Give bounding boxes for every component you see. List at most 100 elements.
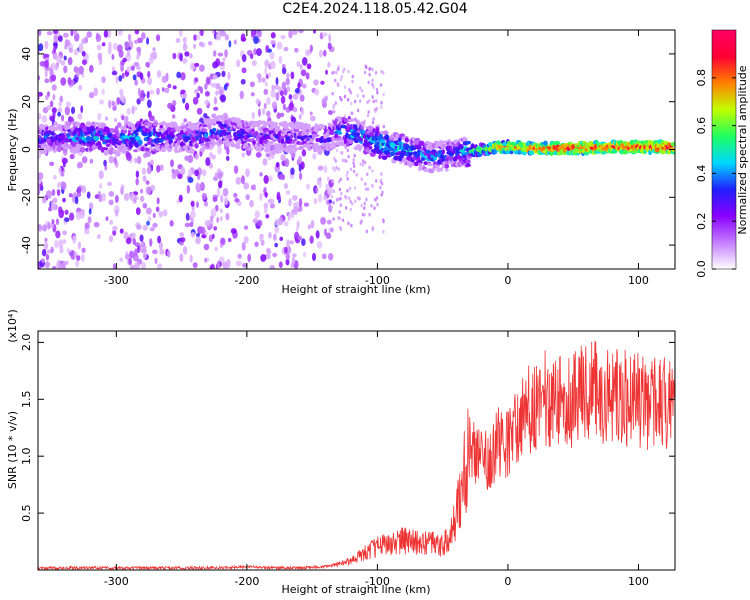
heatmap-cell <box>53 174 57 180</box>
colorbar-label: Normalized spectral amplitude <box>736 65 749 234</box>
heatmap-cell <box>371 226 375 230</box>
heatmap-cell <box>111 70 118 76</box>
heatmap-cell <box>156 164 161 173</box>
heatmap-cell <box>327 110 334 116</box>
heatmap-cell <box>337 179 341 184</box>
heatmap-cell <box>156 263 163 269</box>
heatmap-cell <box>237 253 242 259</box>
heatmap-cell <box>187 169 193 178</box>
heatmap-cell <box>360 203 363 208</box>
heatmap-cell <box>172 99 177 107</box>
heatmap-cell <box>76 191 82 198</box>
heatmap-cell <box>344 206 348 210</box>
heatmap-cell <box>276 191 281 200</box>
heatmap-cell <box>464 140 472 145</box>
heatmap-cell <box>457 143 464 150</box>
heatmap-cell <box>195 201 200 208</box>
heatmap-cell <box>154 257 158 265</box>
heatmap-cell <box>58 101 62 107</box>
heatmap-cell <box>170 159 174 168</box>
heatmap-cell <box>135 170 140 179</box>
heatmap-cell <box>212 196 218 202</box>
heatmap-cell <box>207 123 212 130</box>
heatmap-cell <box>146 99 152 109</box>
heatmap-cell <box>195 236 201 245</box>
heatmap-cell <box>192 96 199 105</box>
heatmap-cell <box>199 150 203 157</box>
heatmap-cell <box>379 178 383 182</box>
heatmap-cell <box>350 223 353 228</box>
heatmap-cell <box>103 159 107 167</box>
heatmap-cell <box>144 128 150 132</box>
heatmap-cell <box>368 165 371 170</box>
heatmap-cell <box>95 34 102 43</box>
heatmap-cell <box>438 167 444 172</box>
heatmap-cell <box>226 134 233 139</box>
heatmap-cell <box>194 143 199 149</box>
heatmap-cell <box>128 143 133 149</box>
heatmap-cell <box>76 186 82 193</box>
heatmap-cell <box>113 156 117 165</box>
heatmap-cell <box>297 82 301 89</box>
heatmap-cell <box>185 136 191 141</box>
heatmap-cell <box>378 154 382 160</box>
heatmap-cell <box>38 186 41 196</box>
heatmap-cell <box>210 137 216 144</box>
heatmap-cell <box>189 254 193 263</box>
heatmap-cell <box>187 154 194 163</box>
heatmap-cell <box>228 40 232 48</box>
heatmap-cell <box>97 52 103 60</box>
heatmap-cell <box>283 182 288 189</box>
heatmap-cell <box>177 173 183 179</box>
heatmap-cell <box>361 162 365 167</box>
heatmap-cell <box>112 106 117 111</box>
heatmap-cell <box>56 189 61 197</box>
heatmap-cell <box>73 66 79 73</box>
heatmap-cell <box>290 71 295 80</box>
heatmap-cell <box>348 87 351 92</box>
heatmap-cell <box>290 210 295 219</box>
heatmap-cell <box>217 172 223 180</box>
heatmap-cell <box>133 149 138 153</box>
heatmap-cell <box>142 251 147 260</box>
heatmap-cell <box>124 41 130 50</box>
heatmap-cell <box>362 94 365 98</box>
heatmap-cell <box>382 219 385 224</box>
heatmap-cell <box>554 140 561 146</box>
heatmap-cell <box>42 224 48 232</box>
heatmap-cell <box>321 98 327 105</box>
heatmap-cell <box>361 212 365 217</box>
heatmap-cell <box>245 168 250 178</box>
heatmap-cell <box>233 165 239 174</box>
heatmap-cell <box>146 220 150 226</box>
heatmap-cell <box>62 239 67 245</box>
heatmap-cell <box>276 112 281 119</box>
heatmap-cell <box>126 152 132 162</box>
heatmap-cell <box>88 64 94 73</box>
snr-panel: -300 -200 -100 0 100 0.5 1.0 1.5 2.0 Height of … <box>6 309 676 596</box>
heatmap-cell <box>273 233 277 241</box>
heatmap-cell <box>75 148 80 154</box>
heatmap-cell <box>332 103 336 108</box>
heatmap-cell <box>292 93 299 100</box>
heatmap-cell <box>76 255 81 261</box>
heatmap-cell <box>51 84 57 91</box>
heatmap-cell <box>81 247 86 253</box>
heatmap-cell <box>108 155 114 164</box>
heatmap-cell <box>166 249 171 258</box>
heatmap-cell <box>279 112 285 118</box>
heatmap-cell <box>64 217 70 223</box>
heatmap-cell <box>171 172 177 180</box>
heatmap-cell <box>353 99 357 104</box>
heatmap-cell <box>184 51 190 57</box>
heatmap-cell <box>195 182 200 191</box>
heatmap-cell <box>43 53 50 58</box>
y-tick-label: 20 <box>20 95 33 109</box>
heatmap-cell <box>173 122 178 128</box>
heatmap-cell <box>368 132 375 137</box>
heatmap-cell <box>251 60 257 67</box>
heatmap-cell <box>402 156 407 163</box>
heatmap-cell <box>81 156 88 164</box>
heatmap-cell <box>79 146 86 153</box>
heatmap-cell <box>382 92 385 97</box>
